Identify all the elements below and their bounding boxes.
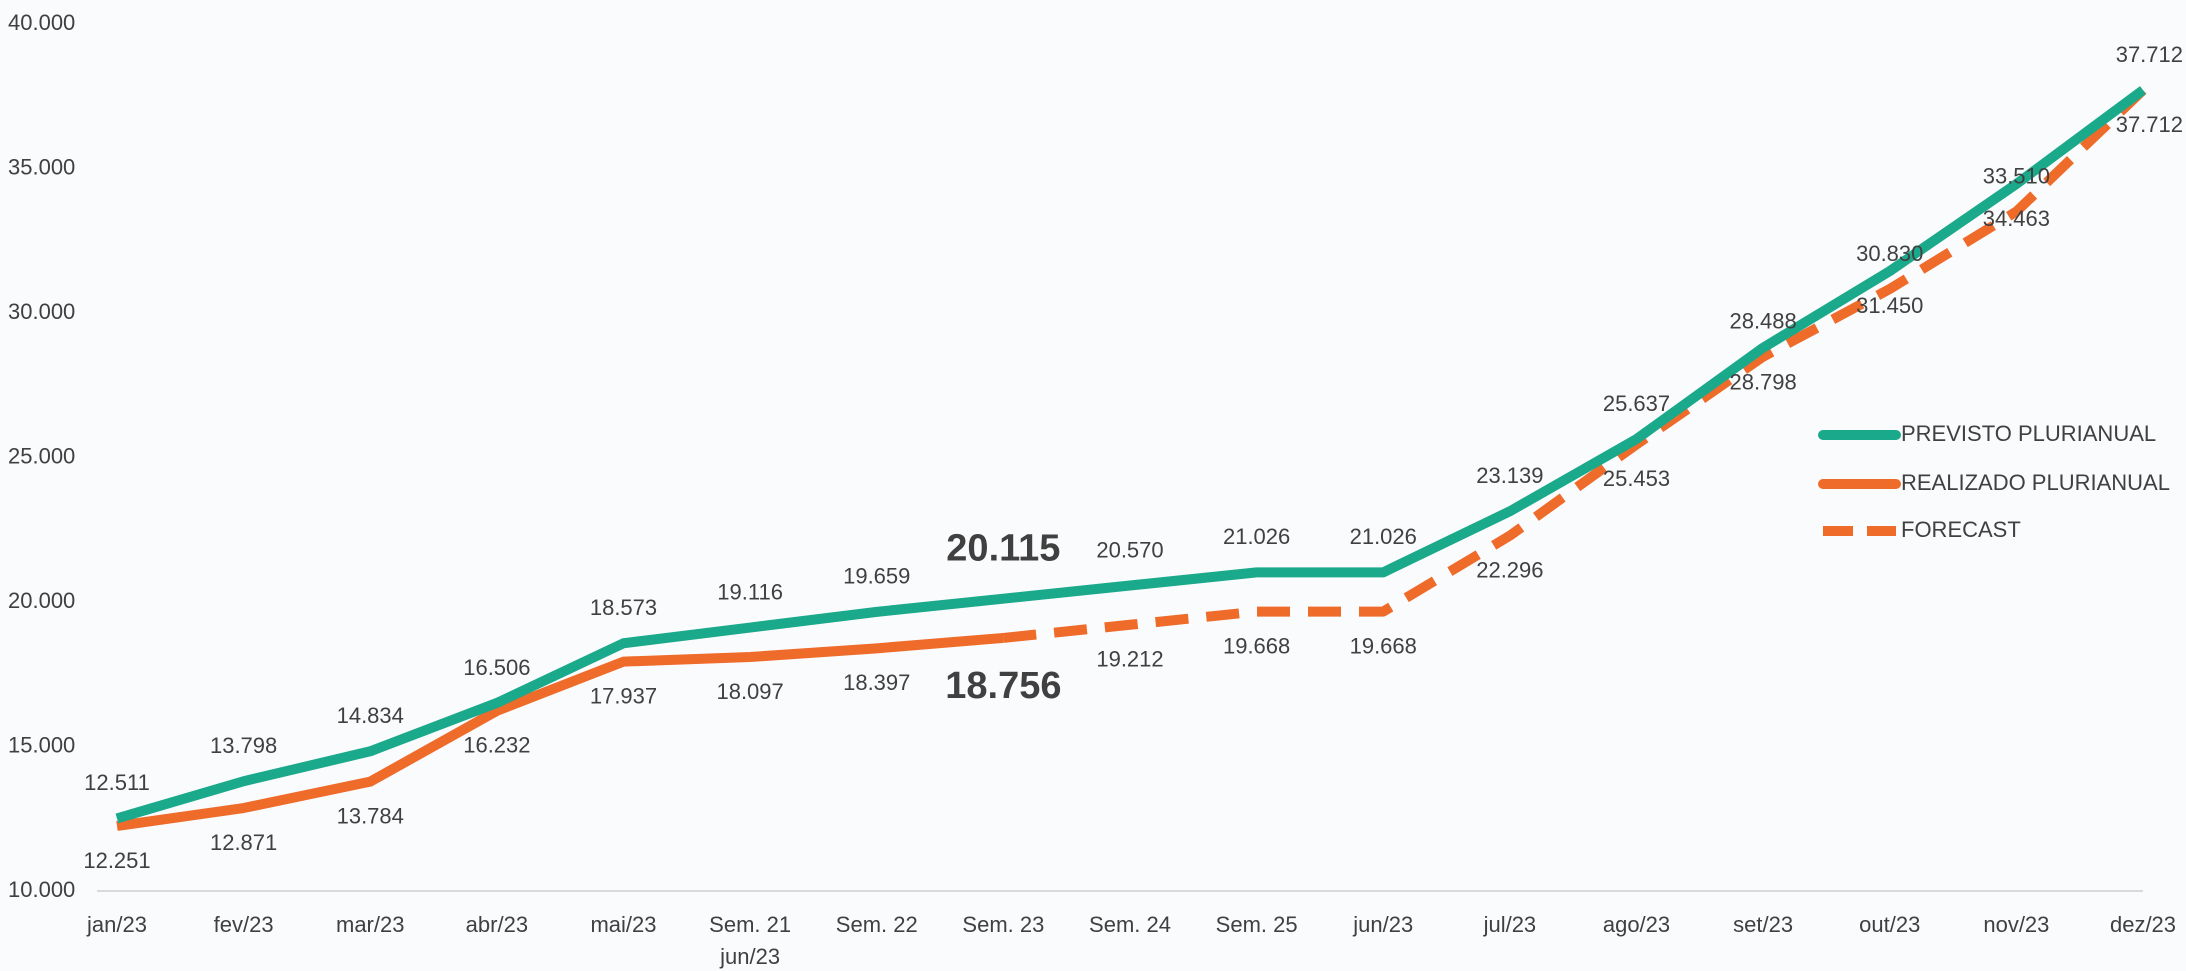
series-line <box>115 86 2146 824</box>
data-label: 31.450 <box>1856 293 1923 318</box>
data-label: 37.712 <box>2116 42 2183 67</box>
y-tick-label: 30.000 <box>8 299 75 324</box>
y-tick-label: 25.000 <box>8 443 75 468</box>
data-label: 16.232 <box>463 733 530 758</box>
data-label: 13.798 <box>210 733 277 758</box>
data-label: 18.397 <box>843 670 910 695</box>
x-tick-label: fev/23 <box>214 912 274 937</box>
data-label: 30.830 <box>1856 241 1923 266</box>
data-label: 25.637 <box>1603 391 1670 416</box>
series-line <box>1002 86 2147 643</box>
x-tick-label: jun/23 <box>1352 912 1413 937</box>
y-tick-label: 20.000 <box>8 588 75 613</box>
x-tick-label: mai/23 <box>590 912 656 937</box>
data-label: 20.570 <box>1096 537 1163 562</box>
x-tick-label: nov/23 <box>1983 912 2049 937</box>
data-label: 22.296 <box>1476 557 1543 582</box>
data-label: 21.026 <box>1223 524 1290 549</box>
legend-label: REALIZADO PLURIANUAL <box>1901 470 2170 495</box>
x-tick-label: Sem. 25 <box>1216 912 1298 937</box>
x-tick-label: dez/23 <box>2110 912 2176 937</box>
data-label: 19.659 <box>843 564 910 589</box>
x-tick-label: set/23 <box>1733 912 1793 937</box>
x-tick-label: Sem. 22 <box>836 912 918 937</box>
data-label: 21.026 <box>1350 524 1417 549</box>
x-tick-label: Sem. 21 jun/23 <box>709 912 791 969</box>
data-label: 33.510 <box>1983 163 2050 188</box>
x-tick-label: ago/23 <box>1603 912 1670 937</box>
data-label: 25.453 <box>1603 466 1670 491</box>
x-tick-label: jul/23 <box>1483 912 1537 937</box>
y-tick-label: 10.000 <box>8 877 75 902</box>
x-tick-label: Sem. 23 <box>962 912 1044 937</box>
data-label: 12.871 <box>210 830 277 855</box>
data-label: 37.712 <box>2116 112 2183 137</box>
x-tick-label: jan/23 <box>86 912 147 937</box>
data-label: 12.511 <box>84 770 150 795</box>
data-label: 28.798 <box>1729 370 1796 395</box>
data-label: 18.756 <box>945 665 1061 707</box>
series-line <box>116 632 1004 831</box>
y-tick-label: 15.000 <box>8 732 75 757</box>
data-label: 17.937 <box>590 683 657 708</box>
data-label: 19.212 <box>1096 647 1163 672</box>
x-tick-label: abr/23 <box>466 912 528 937</box>
data-label: 16.506 <box>463 655 530 680</box>
y-tick-label: 40.000 <box>8 10 75 35</box>
data-label: 18.573 <box>590 595 657 620</box>
legend-label: FORECAST <box>1901 517 2021 542</box>
data-label: 20.115 <box>946 528 1060 570</box>
data-label: 14.834 <box>337 703 404 728</box>
data-label: 28.488 <box>1729 309 1796 334</box>
x-tick-label: Sem. 24 <box>1089 912 1171 937</box>
data-label: 19.668 <box>1350 633 1417 658</box>
legend-label: PREVISTO PLURIANUAL <box>1901 421 2156 446</box>
x-tick-label: out/23 <box>1859 912 1920 937</box>
data-label: 19.668 <box>1223 633 1290 658</box>
data-label: 19.116 <box>717 579 783 604</box>
data-label: 34.463 <box>1983 206 2050 231</box>
data-label: 12.251 <box>83 848 150 873</box>
data-label: 13.784 <box>337 803 404 828</box>
data-label: 23.139 <box>1476 463 1543 488</box>
data-label: 18.097 <box>716 679 783 704</box>
x-tick-label: mar/23 <box>336 912 404 937</box>
y-tick-label: 35.000 <box>8 154 75 179</box>
